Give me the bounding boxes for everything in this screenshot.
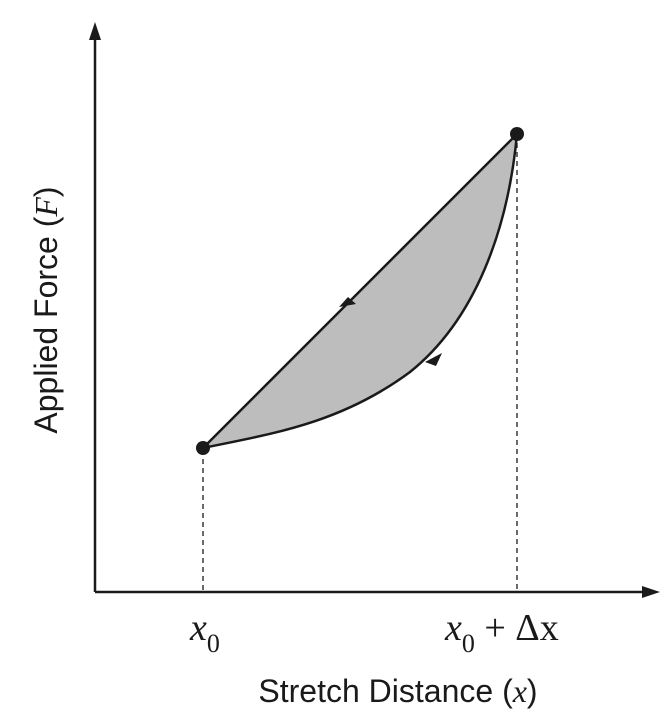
x-axis-label: Stretch Distance (x) bbox=[258, 673, 537, 709]
y-axis-arrowhead bbox=[89, 22, 101, 40]
y-axis-label-close: ) bbox=[28, 186, 64, 197]
tick-label-x0: x0 bbox=[189, 607, 220, 658]
start-point bbox=[196, 441, 210, 455]
tick-label-x0-plus-dx-suffix: + Δx bbox=[475, 607, 559, 649]
x-axis-label-close: ) bbox=[527, 673, 538, 709]
y-axis-label-text: Applied Force ( bbox=[28, 216, 64, 433]
tick-label-x0-plus-dx-var: x bbox=[444, 607, 462, 649]
loading-curve bbox=[202, 133, 518, 449]
loading-direction-arrow bbox=[339, 297, 356, 307]
x-axis-arrowhead bbox=[642, 586, 660, 598]
end-point bbox=[510, 127, 524, 141]
unloading-direction-arrow bbox=[425, 353, 442, 366]
tick-label-x0-sub: 0 bbox=[207, 629, 220, 658]
y-axis-label: Applied Force (F) bbox=[28, 186, 64, 433]
y-axis-label-var: F bbox=[28, 197, 64, 218]
unloading-curve bbox=[202, 133, 519, 450]
tick-label-x0-plus-dx-sub: 0 bbox=[462, 629, 475, 658]
tick-label-x0-var: x bbox=[189, 607, 207, 649]
x-axis-label-var: x bbox=[512, 673, 527, 709]
x-axis-label-text: Stretch Distance ( bbox=[258, 673, 513, 709]
tick-label-x0-plus-dx: x0 + Δx bbox=[444, 607, 559, 658]
